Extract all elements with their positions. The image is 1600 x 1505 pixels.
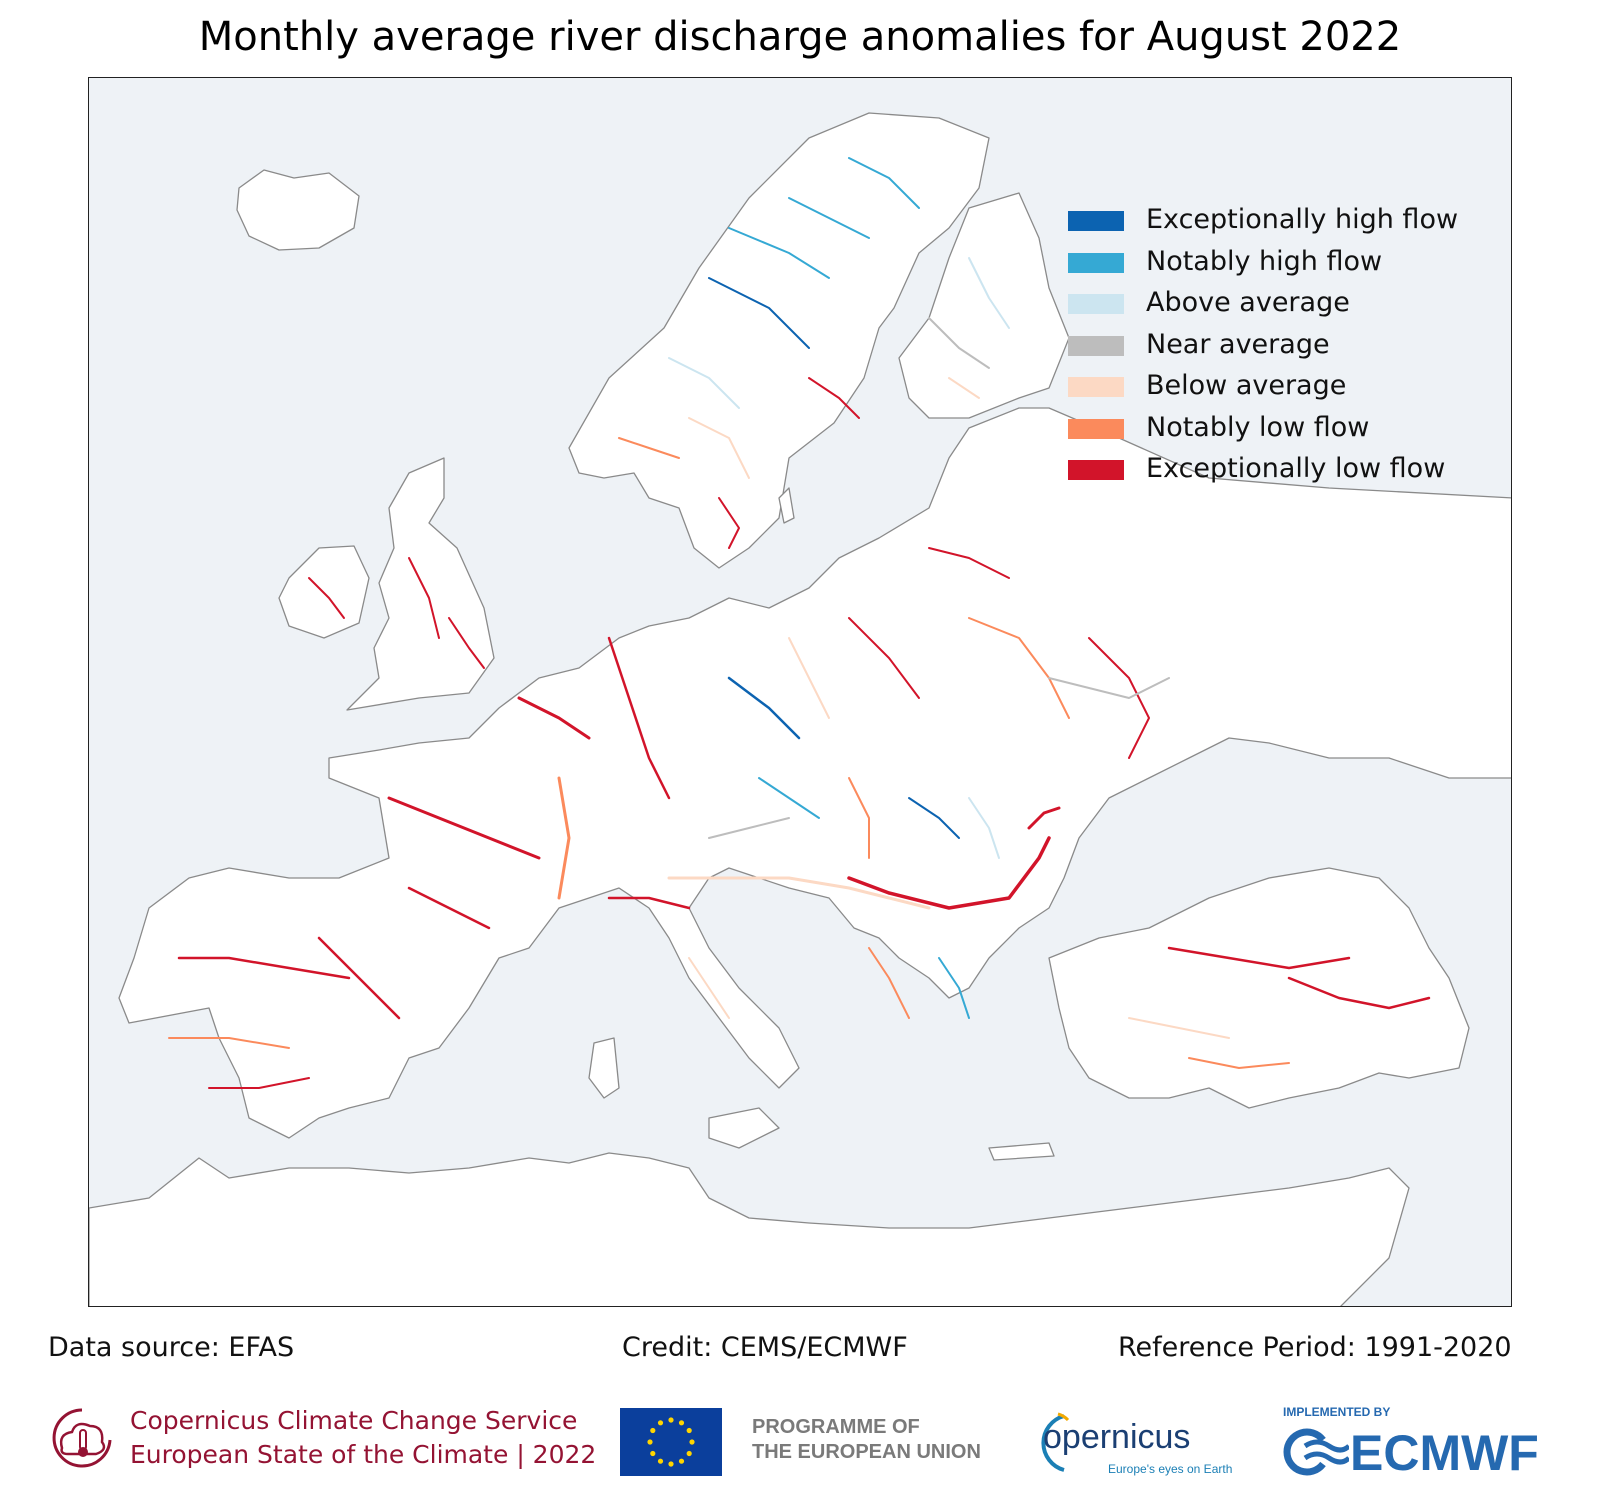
- legend-item-above-average: Above average: [1068, 285, 1508, 327]
- eu-line2: THE EUROPEAN UNION: [752, 1441, 981, 1463]
- river-iberia-2: [168, 1037, 290, 1049]
- river-balkans-2: [938, 957, 970, 1019]
- land-sicily: [708, 1107, 780, 1149]
- river-hungary: [848, 777, 870, 859]
- river-po: [607, 896, 691, 910]
- legend-label: Exceptionally high flow: [1146, 204, 1459, 235]
- river-central-blue: [758, 777, 820, 819]
- river-uk-2: [448, 617, 485, 669]
- map-title: Monthly average river discharge anomalie…: [198, 14, 1402, 60]
- map-legend: Exceptionally high flow Notably high flo…: [1068, 202, 1508, 493]
- legend-swatch: [1068, 460, 1124, 480]
- land-crete: [988, 1142, 1055, 1161]
- river-iberia-1: [177, 956, 351, 980]
- river-dnieper: [968, 617, 1070, 719]
- river-romania-light: [968, 797, 1000, 859]
- river-scandinavia-3: [788, 197, 870, 239]
- river-turkey-3: [1128, 1017, 1230, 1039]
- river-elbe: [727, 676, 801, 740]
- legend-item-notably-low: Notably low flow: [1068, 410, 1508, 452]
- legend-label: Exceptionally low flow: [1146, 453, 1446, 484]
- land-iceland: [236, 169, 360, 251]
- river-belarus: [928, 547, 1010, 579]
- river-finland-1: [928, 317, 990, 369]
- river-italy-1: [688, 957, 730, 1019]
- legend-label: Near average: [1146, 328, 1330, 360]
- river-uk-1: [408, 557, 440, 639]
- legend-label: Notably low flow: [1146, 411, 1370, 443]
- ecmwf-waves-icon: [1283, 1428, 1349, 1476]
- river-finland-2: [968, 257, 1010, 329]
- river-turkey-1: [1167, 946, 1351, 970]
- river-loire: [387, 796, 541, 860]
- river-central-grey: [708, 817, 790, 839]
- river-scandinavia-7: [618, 437, 680, 459]
- legend-swatch: [1068, 211, 1124, 231]
- legend-swatch: [1068, 294, 1124, 314]
- copernicus-wordmark: opernicus: [1043, 1418, 1191, 1456]
- ecmwf-wordmark: ECMWF: [1350, 1425, 1539, 1481]
- map-panel: [88, 77, 1512, 1307]
- land-finland: [898, 192, 1070, 419]
- ecmwf-implemented-by: IMPLEMENTED BY: [1283, 1405, 1391, 1419]
- data-source-label: Data source: EFAS: [48, 1332, 295, 1363]
- river-scandinavia-2: [708, 277, 810, 349]
- river-romania-blue: [908, 797, 960, 839]
- river-seine: [517, 696, 591, 740]
- credit-label: Credit: CEMS/ECMWF: [622, 1332, 908, 1363]
- legend-item-near-average: Near average: [1068, 327, 1508, 369]
- reference-period-label: Reference Period: 1991-2020: [1118, 1332, 1512, 1363]
- c3s-line1: Copernicus Climate Change Service: [130, 1406, 578, 1435]
- river-ireland-1: [308, 577, 345, 619]
- land-sardinia: [588, 1037, 620, 1099]
- river-rhine: [607, 636, 671, 800]
- land-gotland: [778, 487, 795, 524]
- copernicus-tagline: Europe's eyes on Earth: [1108, 1462, 1233, 1476]
- river-vistula: [848, 617, 920, 699]
- river-turkey-4: [1188, 1057, 1290, 1069]
- land-great-britain: [346, 457, 495, 711]
- legend-label: Below average: [1146, 370, 1347, 401]
- legend-swatch: [1068, 418, 1124, 439]
- thermometer-cloud-icon: [52, 1408, 112, 1468]
- river-garonne: [407, 886, 491, 930]
- river-ebro: [317, 936, 401, 1020]
- river-scandinavia-1: [728, 227, 830, 279]
- legend-swatch: [1068, 335, 1124, 356]
- land-anatolia: [1048, 867, 1470, 1109]
- eu-line1: PROGRAMME OF: [752, 1416, 920, 1438]
- river-danube: [667, 876, 931, 910]
- river-ukraine-2: [1048, 677, 1170, 699]
- europe-map: [89, 112, 1511, 1306]
- river-scandinavia-9: [808, 377, 860, 419]
- river-iberia-3: [208, 1077, 310, 1089]
- river-scandinavia-6: [688, 417, 750, 479]
- legend-item-notably-high: Notably high flow: [1068, 244, 1508, 286]
- land-scandinavia: [568, 112, 990, 569]
- river-turkey-2: [1287, 976, 1431, 1010]
- river-finland-3: [948, 377, 980, 399]
- river-scandinavia-4: [848, 157, 920, 209]
- legend-item-exceptionally-low: Exceptionally low flow: [1068, 451, 1508, 493]
- legend-item-below-average: Below average: [1068, 368, 1508, 410]
- river-danube-lower: [847, 836, 1051, 910]
- river-ukraine-1: [1088, 637, 1150, 759]
- eu-programme-text: PROGRAMME OF THE EUROPEAN UNION: [752, 1415, 981, 1465]
- legend-swatch: [1068, 252, 1124, 273]
- copernicus-arc-icon: [1041, 1412, 1070, 1472]
- river-balkans-1: [868, 947, 910, 1019]
- river-danube-delta: [1027, 806, 1061, 830]
- legend-label: Above average: [1146, 287, 1350, 318]
- legend-item-exceptionally-high: Exceptionally high flow: [1068, 202, 1508, 244]
- eu-flag-icon: [620, 1408, 722, 1476]
- c3s-line2: European State of the Climate | 2022: [130, 1440, 597, 1469]
- river-scandinavia-5: [668, 357, 740, 409]
- river-scandinavia-8: [718, 497, 740, 549]
- river-oder: [788, 637, 830, 719]
- river-rhone: [557, 776, 571, 900]
- legend-label: Notably high flow: [1146, 245, 1383, 277]
- legend-swatch: [1068, 377, 1124, 397]
- c3s-logo-text: Copernicus Climate Change Service Europe…: [130, 1404, 596, 1472]
- land-north-africa: [89, 1152, 1410, 1306]
